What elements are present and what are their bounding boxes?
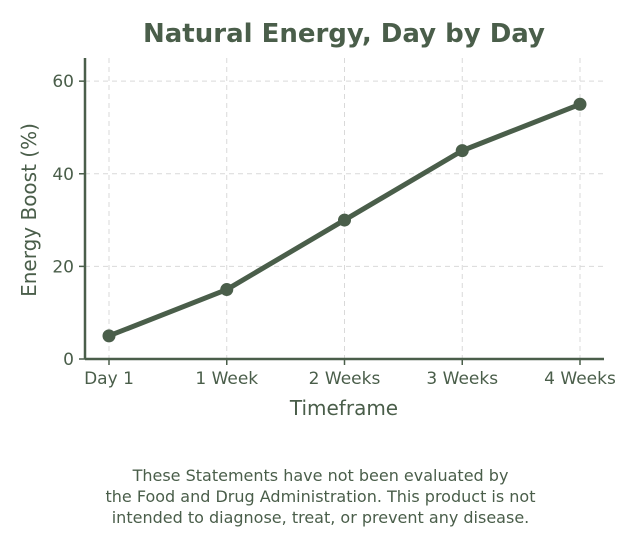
data-point xyxy=(573,97,587,111)
x-tick-label: 2 Weeks xyxy=(309,369,381,389)
disclaimer-line-3: intended to diagnose, treat, or prevent … xyxy=(111,508,530,527)
data-point xyxy=(102,329,116,343)
y-axis-label: Energy Boost (%) xyxy=(17,123,41,297)
x-tick-label: 4 Weeks xyxy=(544,369,616,389)
y-tick-label: 0 xyxy=(63,350,74,370)
axes xyxy=(79,58,604,365)
y-tick-label: 20 xyxy=(52,257,74,277)
x-tick-label: Day 1 xyxy=(84,369,134,389)
series-line xyxy=(102,97,587,343)
grid-lines xyxy=(85,58,604,359)
x-tick-label: 3 Weeks xyxy=(426,369,498,389)
disclaimer-line-1: These Statements have not been evaluated… xyxy=(132,466,509,485)
fda-disclaimer: These Statements have not been evaluated… xyxy=(0,465,641,528)
disclaimer-line-2: the Food and Drug Administration. This p… xyxy=(105,487,536,506)
data-point xyxy=(455,144,469,158)
x-axis-label: Timeframe xyxy=(289,396,398,420)
chart-title: Natural Energy, Day by Day xyxy=(143,19,545,49)
data-point xyxy=(220,283,234,297)
y-tick-labels: 0 20 40 60 xyxy=(52,72,74,370)
y-tick-label: 60 xyxy=(52,72,74,92)
y-tick-label: 40 xyxy=(52,165,74,185)
data-point xyxy=(338,213,351,227)
x-tick-labels: Day 1 1 Week 2 Weeks 3 Weeks 4 Weeks xyxy=(84,369,616,389)
x-tick-label: 1 Week xyxy=(195,369,258,389)
